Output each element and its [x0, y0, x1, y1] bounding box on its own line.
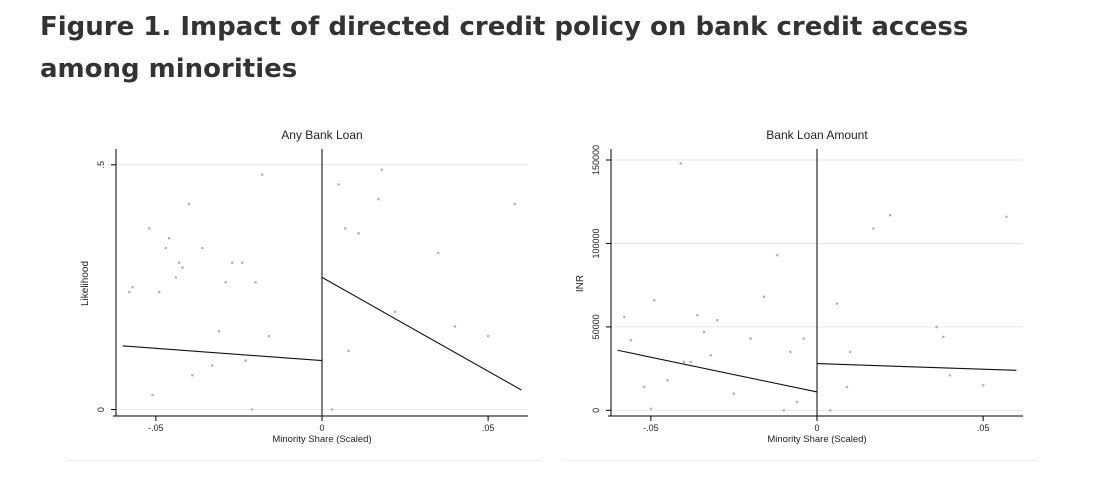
- scatter-point: [147, 227, 151, 230]
- scatter-point: [224, 280, 227, 284]
- x-tick-label: -.05: [148, 423, 164, 433]
- y-tick-label: .5: [96, 161, 106, 169]
- y-axis-label: Likelihood: [80, 261, 91, 306]
- scatter-point: [679, 162, 683, 165]
- scatter-point: [240, 261, 244, 264]
- scatter-point: [174, 276, 178, 279]
- scatter-point: [254, 280, 257, 284]
- scatter-point: [513, 202, 517, 206]
- scatter-point: [380, 168, 384, 171]
- scatter-point: [127, 290, 131, 294]
- scatter-point: [453, 325, 457, 328]
- scatter-point: [762, 295, 766, 299]
- scatter-point: [981, 383, 985, 387]
- scatter-point: [164, 246, 168, 250]
- x-tick-label: .05: [482, 423, 495, 433]
- scatter-point: [696, 313, 699, 317]
- fit-line: [321, 276, 522, 391]
- scatter-point: [666, 378, 669, 382]
- scatter-point: [250, 408, 254, 411]
- scatter-point: [330, 408, 334, 411]
- scatter-point: [157, 290, 161, 294]
- y-tick-label: 100000: [591, 228, 601, 258]
- scatter-point: [181, 266, 184, 269]
- y-tick-label: 50000: [591, 314, 601, 339]
- scatter-point: [201, 246, 204, 250]
- fit-line: [617, 349, 818, 393]
- x-tick-label: .05: [977, 423, 990, 433]
- scatter-point: [191, 373, 194, 377]
- x-tick-label: 0: [814, 423, 819, 433]
- scatter-point: [948, 373, 952, 377]
- scatter-point: [845, 385, 849, 389]
- fit-line: [816, 363, 1017, 371]
- scatter-point: [393, 310, 397, 313]
- y-tick-label: 0: [591, 408, 601, 413]
- figure-title: Figure 1. Impact of directed credit poli…: [40, 12, 969, 84]
- y-axis-label: INR: [575, 275, 586, 292]
- scatter-point: [337, 183, 340, 186]
- chart-any-bank-loan: 0 .5 -.05 0 .05 Any Bank Loan Minority Share (…: [66, 114, 542, 460]
- scatter-point: [802, 337, 806, 340]
- scatter-point: [702, 330, 706, 334]
- y-tick-label: 150000: [591, 145, 601, 175]
- panel-divider-left: [66, 460, 542, 461]
- fit-line: [122, 345, 323, 362]
- scatter-point: [260, 173, 264, 176]
- scatter-point: [377, 197, 380, 201]
- chart-any-bank-loan-svg: 0 .5 -.05 0 .05 Any Bank Loan Minority Share (…: [80, 128, 528, 445]
- scatter-point: [872, 227, 875, 230]
- chart-bank-loan-amount-svg: 0 50000 100000 150000 -.05 0 .05 Bank Loan Amou…: [575, 128, 1023, 445]
- x-axis-label: Minority Share (Scaled): [767, 434, 866, 445]
- scatter-point: [151, 393, 154, 397]
- scatter-point: [1005, 215, 1008, 219]
- scatter-point: [782, 409, 786, 412]
- scatter-point: [177, 261, 181, 264]
- chart-bank-loan-amount: 0 50000 100000 150000 -.05 0 .05 Bank Loan Amou…: [561, 114, 1037, 460]
- scatter-point: [622, 315, 626, 319]
- scatter-point: [652, 298, 656, 302]
- scatter-point: [486, 334, 490, 338]
- scatter-point: [848, 350, 852, 354]
- scatter-point: [357, 232, 360, 235]
- scatter-point: [230, 261, 234, 264]
- scatter-point: [716, 318, 719, 322]
- scatter-point: [167, 236, 171, 240]
- scatter-point: [131, 285, 134, 289]
- scatter-point: [217, 329, 221, 333]
- scatter-point: [682, 360, 686, 364]
- scatter-point: [775, 253, 779, 257]
- scatter-point: [795, 400, 799, 404]
- y-tick-label: 0: [96, 407, 106, 412]
- scatter-point: [888, 213, 892, 217]
- scatter-point: [935, 325, 938, 329]
- scatter-point: [267, 334, 271, 338]
- scatter-point: [343, 227, 347, 230]
- scatter-point: [211, 364, 214, 367]
- x-tick-label: 0: [319, 423, 324, 433]
- scatter-point: [649, 407, 653, 410]
- scatter-point: [732, 392, 736, 395]
- scatter-point: [244, 359, 247, 362]
- scatter-point: [941, 335, 945, 339]
- chart-title: Any Bank Loan: [281, 128, 362, 142]
- x-tick-label: -.05: [643, 423, 659, 433]
- scatter-point: [749, 337, 752, 340]
- scatter-point: [436, 251, 440, 255]
- scatter-point: [789, 350, 792, 354]
- scatter-point: [828, 409, 832, 412]
- chart-title: Bank Loan Amount: [766, 128, 868, 142]
- scatter-point: [187, 202, 191, 206]
- scatter-point: [347, 349, 350, 353]
- x-axis-label: Minority Share (Scaled): [272, 434, 371, 445]
- scatter-point: [642, 385, 646, 389]
- panel-divider-right: [561, 460, 1037, 461]
- scatter-point: [835, 302, 839, 305]
- scatter-point: [709, 353, 712, 357]
- scatter-point: [689, 360, 693, 364]
- scatter-point: [629, 338, 633, 342]
